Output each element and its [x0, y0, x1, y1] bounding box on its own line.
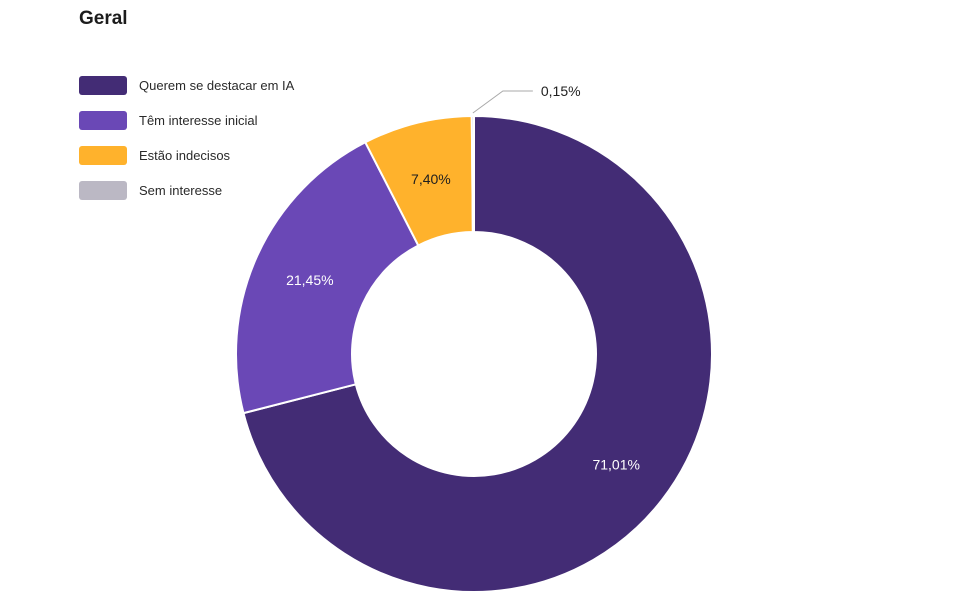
legend-item-interesse-inicial[interactable]: Têm interesse inicial: [79, 103, 294, 138]
legend-swatch: [79, 181, 127, 200]
legend-item-indecisos[interactable]: Estão indecisos: [79, 138, 294, 173]
slice-interesse-inicial[interactable]: [235, 140, 420, 415]
slice-sem-interesse[interactable]: [470, 114, 475, 234]
data-label: 7,40%: [411, 171, 451, 187]
legend-swatch: [79, 146, 127, 165]
legend-item-destacar[interactable]: Querem se destacar em IA: [79, 68, 294, 103]
chart-title: Geral: [79, 8, 128, 29]
legend-item-sem-interesse[interactable]: Sem interesse: [79, 173, 294, 208]
legend-swatch: [79, 76, 127, 95]
legend-label: Querem se destacar em IA: [139, 78, 295, 93]
slice-destacar[interactable]: [242, 114, 713, 593]
legend-swatch: [79, 111, 127, 130]
legend-label: Estão indecisos: [139, 148, 231, 163]
leader-line: [472, 90, 533, 114]
legend: Querem se destacar em IA Têm interesse i…: [79, 68, 294, 208]
data-label: 71,01%: [592, 456, 639, 472]
data-label: 21,45%: [286, 272, 333, 288]
legend-label: Têm interesse inicial: [139, 113, 258, 128]
legend-label: Sem interesse: [139, 183, 223, 198]
data-label: 0,15%: [541, 83, 581, 99]
